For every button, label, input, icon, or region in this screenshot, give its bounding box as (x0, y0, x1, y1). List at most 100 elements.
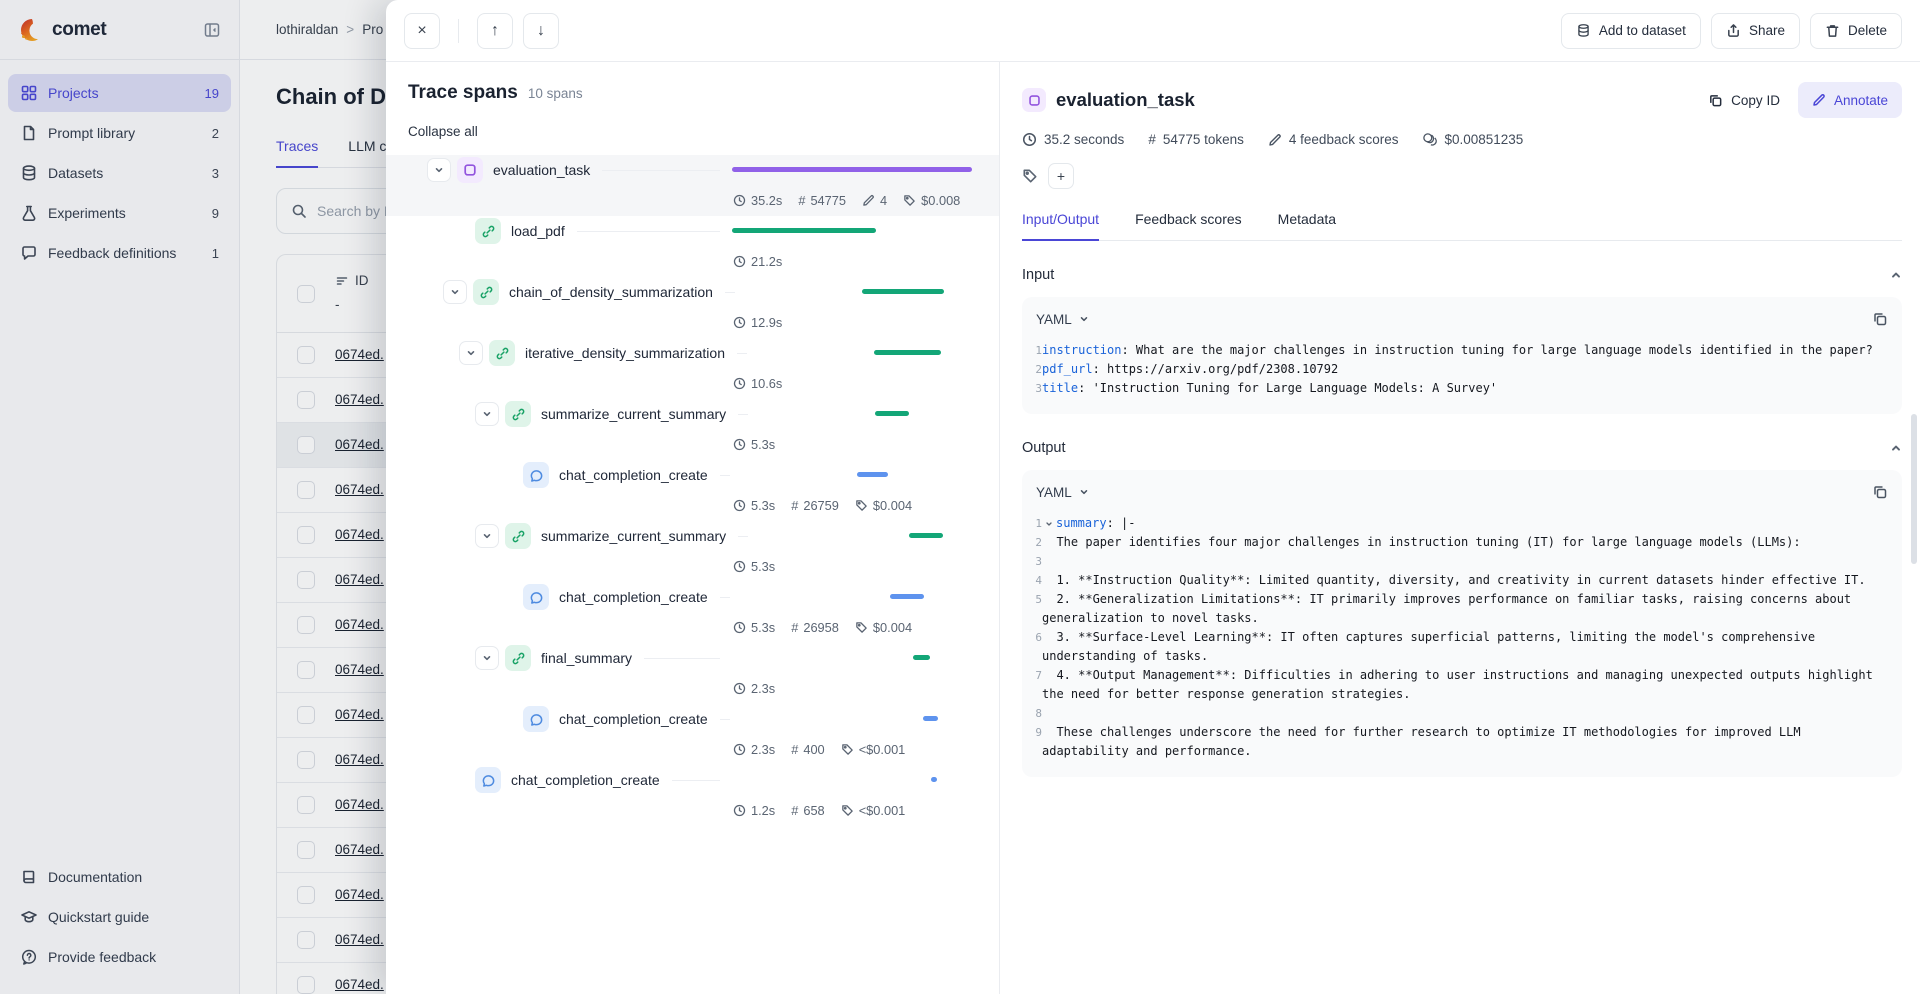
row-checkbox[interactable] (297, 616, 315, 634)
sidebar-item[interactable]: Experiments 9 (8, 194, 231, 232)
trace-id-link[interactable]: 0674ed. (335, 617, 384, 632)
chat-icon (523, 462, 549, 488)
trace-id-link[interactable]: 0674ed. (335, 707, 384, 722)
sidebar-item[interactable]: Datasets 3 (8, 154, 231, 192)
output-yaml-code: 1 summary: |- 2 The paper identifies fou… (1022, 514, 1902, 765)
chevron-down-icon[interactable] (475, 402, 499, 426)
delete-button[interactable]: Delete (1809, 12, 1902, 49)
trace-span-row[interactable]: chat_completion_create 5.3s # 2695 (386, 582, 999, 643)
annotate-button[interactable]: Annotate (1797, 82, 1902, 118)
project-tab[interactable]: LLM c (348, 138, 386, 168)
collapse-all-button[interactable]: Collapse all (408, 124, 478, 139)
chevron-down-icon[interactable] (475, 646, 499, 670)
span-duration-bar (759, 338, 999, 368)
trace-id-link[interactable]: 0674ed. (335, 437, 384, 452)
sidebar-item-count: 3 (211, 165, 219, 181)
chat-icon (475, 767, 501, 793)
next-trace-button[interactable]: ↓ (523, 12, 559, 49)
trace-span-row[interactable]: chat_completion_create 5.3s # 2675 (386, 460, 999, 521)
trace-id-link[interactable]: 0674ed. (335, 977, 384, 992)
yaml-value: 3. **Surface-Level Learning**: IT often … (1042, 630, 1823, 663)
chevron-down-icon[interactable] (443, 280, 467, 304)
sidebar-item[interactable]: Projects 19 (8, 74, 231, 112)
trace-id-link[interactable]: 0674ed. (335, 482, 384, 497)
trace-id-link[interactable]: 0674ed. (335, 527, 384, 542)
id-column-header[interactable]: ID (355, 273, 369, 288)
copy-icon[interactable] (1872, 311, 1888, 327)
previous-trace-button[interactable]: ↑ (477, 12, 513, 49)
sidebar-footer-item[interactable]: Quickstart guide (8, 898, 231, 936)
trace-span-row[interactable]: evaluation_task 35.2s # 54775 (386, 155, 999, 216)
row-checkbox[interactable] (297, 931, 315, 949)
copy-icon[interactable] (1872, 484, 1888, 500)
sidebar-footer-item[interactable]: Documentation (8, 858, 231, 896)
format-select[interactable]: YAML (1036, 312, 1089, 327)
trace-id-link[interactable]: 0674ed. (335, 842, 384, 857)
chevron-up-icon[interactable] (1890, 269, 1902, 281)
span-name: chain_of_density_summarization (509, 284, 713, 300)
chevron-down-icon[interactable] (459, 341, 483, 365)
row-checkbox[interactable] (297, 886, 315, 904)
row-checkbox[interactable] (297, 481, 315, 499)
detail-tab[interactable]: Metadata (1278, 211, 1336, 241)
row-checkbox[interactable] (297, 706, 315, 724)
trace-id-link[interactable]: 0674ed. (335, 572, 384, 587)
sidebar-item-label: Feedback definitions (48, 245, 177, 261)
sidebar-footer-item[interactable]: Provide feedback (8, 938, 231, 976)
tags-row: + (1022, 163, 1902, 189)
trace-id-link[interactable]: 0674ed. (335, 932, 384, 947)
trace-span-row[interactable]: chain_of_density_summarization 12.9s # (386, 277, 999, 338)
clock-icon (733, 194, 746, 207)
tag-icon (855, 499, 868, 512)
trace-span-row[interactable]: summarize_current_summary 5.3s # (386, 399, 999, 460)
sidebar-collapse-icon[interactable] (203, 21, 221, 39)
trace-id-link[interactable]: 0674ed. (335, 662, 384, 677)
line-number: 1 (1035, 517, 1042, 530)
chevron-down-icon[interactable] (427, 158, 451, 182)
row-checkbox[interactable] (297, 436, 315, 454)
sidebar-item[interactable]: Feedback definitions 1 (8, 234, 231, 272)
row-checkbox[interactable] (297, 571, 315, 589)
add-tag-button[interactable]: + (1048, 163, 1074, 189)
select-all-checkbox[interactable] (297, 284, 315, 303)
scrollbar-thumb[interactable] (1911, 414, 1917, 564)
trace-id-link[interactable]: 0674ed. (335, 887, 384, 902)
span-stats: 12.9s # (386, 307, 999, 338)
row-checkbox[interactable] (297, 661, 315, 679)
chevron-down-icon[interactable] (475, 524, 499, 548)
chevron-up-icon[interactable] (1890, 442, 1902, 454)
breadcrumb-root[interactable]: lothiraldan (276, 22, 339, 37)
trace-span-row[interactable]: load_pdf 21.2s # (386, 216, 999, 277)
trace-id-link[interactable]: 0674ed. (335, 392, 384, 407)
column-filter-icon[interactable] (335, 274, 349, 288)
row-checkbox[interactable] (297, 751, 315, 769)
copy-id-button[interactable]: Copy ID (1698, 82, 1790, 118)
trace-span-row[interactable]: chat_completion_create 2.3s # 400 (386, 704, 999, 765)
share-button[interactable]: Share (1710, 12, 1800, 49)
line-number: 4 (1035, 574, 1042, 587)
project-tab[interactable]: Traces (276, 138, 319, 168)
close-icon[interactable]: × (404, 12, 440, 49)
code-line: 5 2. **Generalization Limitations**: IT … (1028, 590, 1890, 628)
detail-tab[interactable]: Input/Output (1022, 211, 1100, 241)
trace-id-link[interactable]: 0674ed. (335, 797, 384, 812)
add-to-dataset-button[interactable]: Add to dataset (1560, 12, 1701, 49)
chain-icon (505, 401, 531, 427)
detail-tab[interactable]: Feedback scores (1135, 211, 1242, 241)
sidebar-item[interactable]: Prompt library 2 (8, 114, 231, 152)
table-row[interactable]: 0674ed. (277, 963, 915, 994)
row-checkbox[interactable] (297, 346, 315, 364)
row-checkbox[interactable] (297, 841, 315, 859)
row-checkbox[interactable] (297, 796, 315, 814)
row-checkbox[interactable] (297, 391, 315, 409)
spans-count: 10 spans (527, 86, 583, 101)
format-select[interactable]: YAML (1036, 485, 1089, 500)
trace-span-row[interactable]: final_summary 2.3s # (386, 643, 999, 704)
fold-chevron-icon[interactable] (1042, 514, 1056, 533)
trace-span-row[interactable]: iterative_density_summarization 10.6s # (386, 338, 999, 399)
trace-span-row[interactable]: chat_completion_create 1.2s # 658 (386, 765, 999, 826)
row-checkbox[interactable] (297, 526, 315, 544)
trace-id-link[interactable]: 0674ed. (335, 752, 384, 767)
trace-span-row[interactable]: summarize_current_summary 5.3s # (386, 521, 999, 582)
trace-id-link[interactable]: 0674ed. (335, 347, 384, 362)
